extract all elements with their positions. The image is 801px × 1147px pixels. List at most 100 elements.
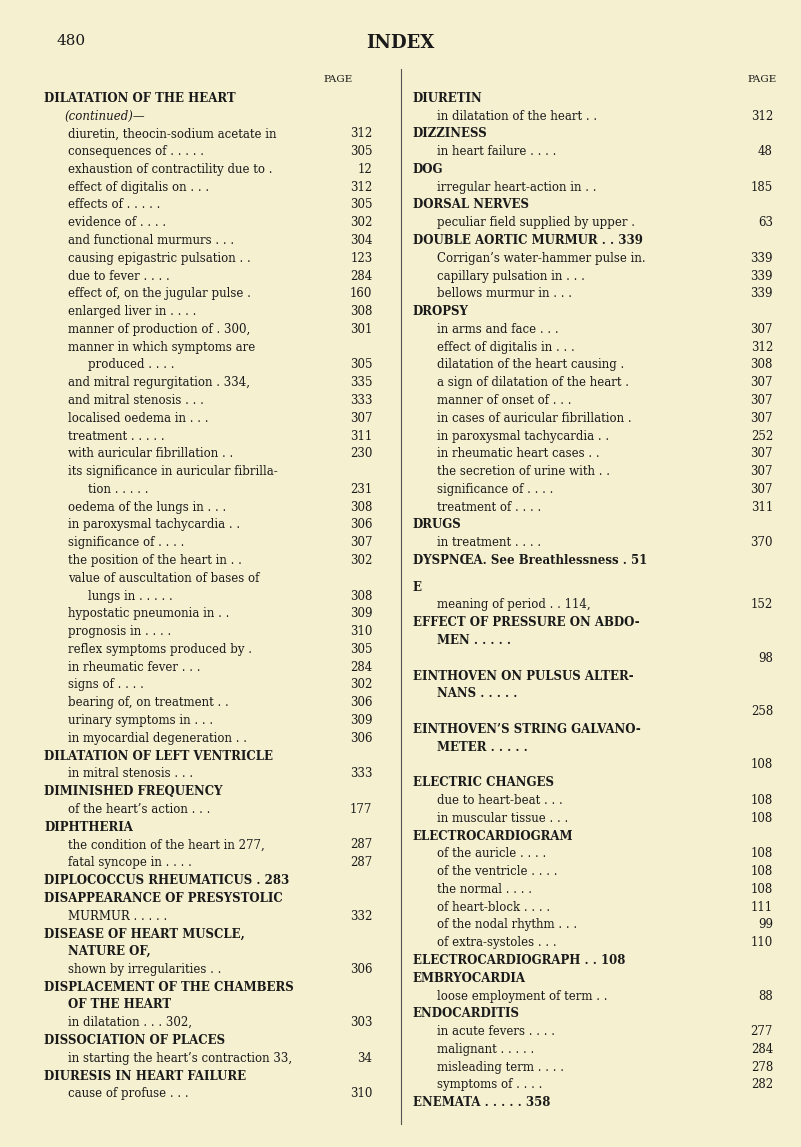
Text: 63: 63 xyxy=(758,216,773,229)
Text: the condition of the heart in 277,: the condition of the heart in 277, xyxy=(68,838,265,851)
Text: 160: 160 xyxy=(350,287,372,301)
Text: 312: 312 xyxy=(350,180,372,194)
Text: 284: 284 xyxy=(751,1043,773,1056)
Text: in treatment . . . .: in treatment . . . . xyxy=(437,536,541,549)
Text: 108: 108 xyxy=(751,758,773,772)
Text: of heart-block . . . .: of heart-block . . . . xyxy=(437,900,549,914)
Text: 185: 185 xyxy=(751,180,773,194)
Text: 252: 252 xyxy=(751,429,773,443)
Text: enlarged liver in . . . .: enlarged liver in . . . . xyxy=(68,305,196,318)
Text: 308: 308 xyxy=(350,305,372,318)
Text: 278: 278 xyxy=(751,1061,773,1074)
Text: DILATATION OF THE HEART: DILATATION OF THE HEART xyxy=(44,92,235,104)
Text: in paroxysmal tachycardia . .: in paroxysmal tachycardia . . xyxy=(68,518,240,531)
Text: 307: 307 xyxy=(751,447,773,460)
Text: DIPLOCOCCUS RHEUMATICUS . 283: DIPLOCOCCUS RHEUMATICUS . 283 xyxy=(44,874,289,887)
Text: dilatation of the heart causing .: dilatation of the heart causing . xyxy=(437,358,624,372)
Text: DYSPNŒA. See Breathlessness . 51: DYSPNŒA. See Breathlessness . 51 xyxy=(413,554,646,567)
Text: cause of profuse . . .: cause of profuse . . . xyxy=(68,1087,189,1100)
Text: 231: 231 xyxy=(350,483,372,496)
Text: 339: 339 xyxy=(751,287,773,301)
Text: 48: 48 xyxy=(758,145,773,158)
Text: in muscular tissue . . .: in muscular tissue . . . xyxy=(437,812,568,825)
Text: DIZZINESS: DIZZINESS xyxy=(413,127,487,140)
Text: effect of, on the jugular pulse .: effect of, on the jugular pulse . xyxy=(68,287,251,301)
Text: in cases of auricular fibrillation .: in cases of auricular fibrillation . xyxy=(437,412,631,424)
Text: 303: 303 xyxy=(350,1016,372,1029)
Text: 302: 302 xyxy=(350,678,372,692)
Text: 284: 284 xyxy=(350,661,372,673)
Text: in rheumatic heart cases . .: in rheumatic heart cases . . xyxy=(437,447,599,460)
Text: in acute fevers . . . .: in acute fevers . . . . xyxy=(437,1025,554,1038)
Text: ELECTROCARDIOGRAM: ELECTROCARDIOGRAM xyxy=(413,829,573,843)
Text: 108: 108 xyxy=(751,812,773,825)
Text: E: E xyxy=(413,580,421,594)
Text: reflex symptoms produced by .: reflex symptoms produced by . xyxy=(68,642,252,656)
Text: 305: 305 xyxy=(350,145,372,158)
Text: 302: 302 xyxy=(350,216,372,229)
Text: 333: 333 xyxy=(350,393,372,407)
Text: its significance in auricular fibrilla-: its significance in auricular fibrilla- xyxy=(68,465,278,478)
Text: 230: 230 xyxy=(350,447,372,460)
Text: tion . . . . .: tion . . . . . xyxy=(88,483,149,496)
Text: due to heart-beat . . .: due to heart-beat . . . xyxy=(437,794,562,807)
Text: NANS . . . . .: NANS . . . . . xyxy=(437,687,517,701)
Text: 307: 307 xyxy=(350,412,372,424)
Text: 306: 306 xyxy=(350,732,372,744)
Text: 282: 282 xyxy=(751,1078,773,1092)
Text: 108: 108 xyxy=(751,848,773,860)
Text: 287: 287 xyxy=(350,838,372,851)
Text: due to fever . . . .: due to fever . . . . xyxy=(68,270,170,282)
Text: treatment . . . . .: treatment . . . . . xyxy=(68,429,165,443)
Text: DISAPPEARANCE OF PRESYSTOLIC: DISAPPEARANCE OF PRESYSTOLIC xyxy=(44,891,283,905)
Text: 308: 308 xyxy=(350,500,372,514)
Text: PAGE: PAGE xyxy=(747,75,777,84)
Text: of extra-systoles . . .: of extra-systoles . . . xyxy=(437,936,556,950)
Text: 108: 108 xyxy=(751,883,773,896)
Text: exhaustion of contractility due to .: exhaustion of contractility due to . xyxy=(68,163,272,175)
Text: in heart failure . . . .: in heart failure . . . . xyxy=(437,145,556,158)
Text: 311: 311 xyxy=(751,500,773,514)
Text: malignant . . . . .: malignant . . . . . xyxy=(437,1043,533,1056)
Text: localised oedema in . . .: localised oedema in . . . xyxy=(68,412,208,424)
Text: 335: 335 xyxy=(350,376,372,389)
Text: 312: 312 xyxy=(751,341,773,353)
Text: loose employment of term . .: loose employment of term . . xyxy=(437,990,607,1002)
Text: peculiar field supplied by upper .: peculiar field supplied by upper . xyxy=(437,216,634,229)
Text: ELECTROCARDIOGRAPH . . 108: ELECTROCARDIOGRAPH . . 108 xyxy=(413,954,625,967)
Text: NATURE OF,: NATURE OF, xyxy=(68,945,151,958)
Text: EINTHOVEN’S STRING GALVANO-: EINTHOVEN’S STRING GALVANO- xyxy=(413,723,640,736)
Text: 307: 307 xyxy=(751,376,773,389)
Text: 339: 339 xyxy=(751,251,773,265)
Text: effects of . . . . .: effects of . . . . . xyxy=(68,198,160,211)
Text: 307: 307 xyxy=(751,412,773,424)
Text: 307: 307 xyxy=(751,483,773,496)
Text: the normal . . . .: the normal . . . . xyxy=(437,883,532,896)
Text: produced . . . .: produced . . . . xyxy=(88,358,175,372)
Text: 307: 307 xyxy=(751,393,773,407)
Text: 306: 306 xyxy=(350,518,372,531)
Text: the position of the heart in . .: the position of the heart in . . xyxy=(68,554,242,567)
Text: 370: 370 xyxy=(751,536,773,549)
Text: DILATATION OF LEFT VENTRICLE: DILATATION OF LEFT VENTRICLE xyxy=(44,749,273,763)
Text: 287: 287 xyxy=(350,856,372,869)
Text: DROPSY: DROPSY xyxy=(413,305,469,318)
Text: bearing of, on treatment . .: bearing of, on treatment . . xyxy=(68,696,229,709)
Text: signs of . . . .: signs of . . . . xyxy=(68,678,144,692)
Text: 311: 311 xyxy=(350,429,372,443)
Text: bellows murmur in . . .: bellows murmur in . . . xyxy=(437,287,572,301)
Text: DIURETIN: DIURETIN xyxy=(413,92,482,104)
Text: 309: 309 xyxy=(350,607,372,621)
Text: 308: 308 xyxy=(350,590,372,602)
Text: diuretin, theocin-sodium acetate in: diuretin, theocin-sodium acetate in xyxy=(68,127,276,140)
Text: and functional murmurs . . .: and functional murmurs . . . xyxy=(68,234,234,247)
Text: symptoms of . . . .: symptoms of . . . . xyxy=(437,1078,542,1092)
Text: 309: 309 xyxy=(350,713,372,727)
Text: DIPHTHERIA: DIPHTHERIA xyxy=(44,820,133,834)
Text: MURMUR . . . . .: MURMUR . . . . . xyxy=(68,910,167,922)
Text: misleading term . . . .: misleading term . . . . xyxy=(437,1061,564,1074)
Text: causing epigastric pulsation . .: causing epigastric pulsation . . xyxy=(68,251,251,265)
Text: the secretion of urine with . .: the secretion of urine with . . xyxy=(437,465,610,478)
Text: EMBRYOCARDIA: EMBRYOCARDIA xyxy=(413,972,525,985)
Text: 306: 306 xyxy=(350,962,372,976)
